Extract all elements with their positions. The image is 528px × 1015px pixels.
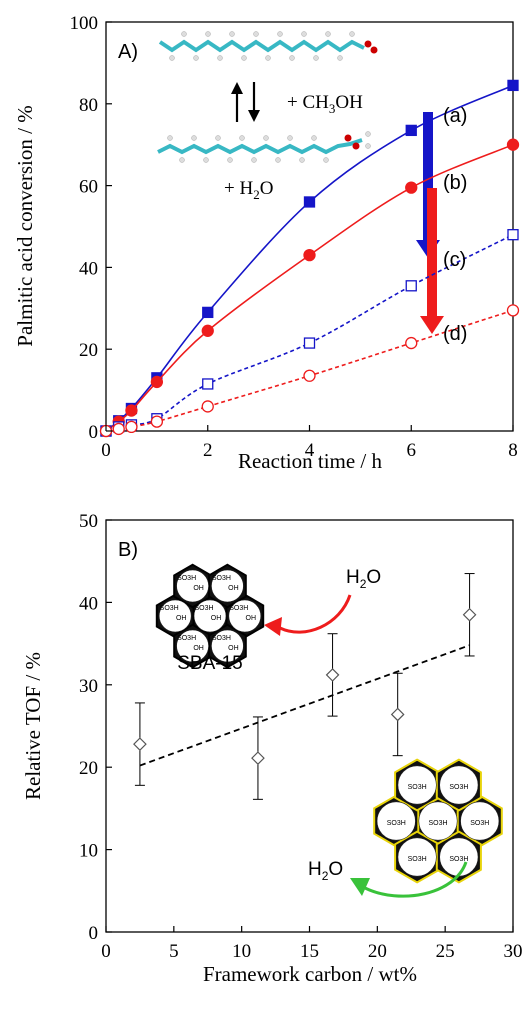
methanol-label: + CH3OH bbox=[287, 92, 363, 116]
data-point bbox=[304, 250, 315, 261]
series-label: (c) bbox=[443, 249, 466, 271]
panel-b-x-tick-label: 20 bbox=[368, 941, 387, 962]
sba-15-pore-structure-icon: SO3H OH SO3H OH SO3H OH SO3H OH SO3H OH SO3H OH SO3H… bbox=[157, 565, 263, 667]
panel-a-x-tick-label: 6 bbox=[407, 440, 417, 461]
data-point bbox=[113, 423, 124, 434]
panel-b-y-tick-label: 50 bbox=[79, 511, 98, 532]
panel-a-x-tick-label: 0 bbox=[101, 440, 111, 461]
functional-group-label: OH bbox=[228, 645, 239, 652]
panel-b-x-tick-label: 5 bbox=[169, 941, 179, 962]
panel-b-y-tick-label: 0 bbox=[89, 923, 99, 944]
series-label: (b) bbox=[443, 172, 467, 194]
functional-group-label: SO3H bbox=[194, 605, 213, 612]
data-point bbox=[406, 125, 416, 135]
panel-b-y-tick-label: 10 bbox=[79, 841, 98, 862]
functional-group-label: SO3H bbox=[408, 856, 427, 863]
data-point bbox=[202, 401, 213, 412]
data-point bbox=[134, 738, 146, 750]
data-point bbox=[406, 281, 416, 291]
data-point bbox=[464, 609, 476, 621]
functional-group-label: SO3H bbox=[229, 605, 248, 612]
functional-group-label: SO3H bbox=[177, 575, 196, 582]
panel-b-y-axis-label: Relative TOF / % bbox=[21, 652, 45, 800]
h2o-bottom-label: H2O bbox=[308, 859, 343, 883]
data-point bbox=[406, 338, 417, 349]
data-point bbox=[305, 338, 315, 348]
panel-a-y-tick-label: 60 bbox=[79, 177, 98, 198]
functional-group-label: SO3H bbox=[449, 784, 468, 791]
panel-b-x-tick-label: 15 bbox=[300, 941, 319, 962]
data-point bbox=[392, 708, 404, 720]
data-point bbox=[305, 197, 315, 207]
panel-a: A) + CH3OH + H2O bbox=[13, 13, 519, 473]
red-curved-arrow-icon bbox=[264, 595, 350, 636]
data-point bbox=[508, 80, 518, 90]
panel-b: B) SO3HOHSO3HOHSO3HOHSO3HOHSO3HOHSO3HOHS… bbox=[21, 511, 523, 986]
functional-group-label: SO3H bbox=[408, 784, 427, 791]
panel-b-y-tick-label: 20 bbox=[79, 758, 98, 779]
panel-b-x-tick-label: 25 bbox=[436, 941, 455, 962]
data-point bbox=[252, 752, 264, 764]
panel-b-y-tick-label: 30 bbox=[79, 676, 98, 697]
panel-a-label: A) bbox=[118, 41, 138, 63]
data-point bbox=[151, 416, 162, 427]
functional-group-label: SO3H bbox=[428, 820, 447, 827]
panel-b-x-tick-label: 30 bbox=[504, 941, 523, 962]
organosilica-pore-structure-icon: SO3H SO3H SO3H SO3H SO3H SO3H SO3H bbox=[374, 760, 502, 883]
equilibrium-arrows-icon bbox=[231, 82, 260, 122]
panel-a-y-tick-label: 20 bbox=[79, 340, 98, 361]
data-point bbox=[151, 376, 162, 387]
methyl-palmitate-molecule-icon bbox=[158, 132, 371, 163]
panel-b-label: B) bbox=[118, 539, 138, 561]
panel-a-x-tick-label: 2 bbox=[203, 440, 213, 461]
panel-b-x-tick-label: 0 bbox=[101, 941, 111, 962]
series-label: (d) bbox=[443, 323, 467, 345]
panel-a-y-tick-label: 100 bbox=[70, 13, 99, 34]
panel-a-y-tick-label: 0 bbox=[89, 422, 99, 443]
panel-b-x-axis-label: Framework carbon / wt% bbox=[203, 962, 417, 986]
functional-group-label: OH bbox=[176, 615, 187, 622]
functional-group-label: OH bbox=[246, 615, 257, 622]
palmitic-acid-molecule-icon bbox=[160, 32, 378, 61]
data-point bbox=[126, 421, 137, 432]
data-point bbox=[508, 230, 518, 240]
functional-group-label: SO3H bbox=[212, 635, 231, 642]
data-point bbox=[304, 370, 315, 381]
functional-group-label: OH bbox=[193, 645, 204, 652]
panel-a-y-axis-label: Palmitic acid conversion / % bbox=[13, 105, 37, 346]
functional-group-label: OH bbox=[193, 585, 204, 592]
data-point bbox=[327, 669, 339, 681]
panel-b-y-tick-label: 40 bbox=[79, 593, 98, 614]
series-label: (a) bbox=[443, 105, 467, 127]
data-point bbox=[406, 182, 417, 193]
panel-b-axes: 0 5 10 15 20 25 30 0 10 20 30 40 50 bbox=[79, 511, 523, 962]
panel-a-x-tick-label: 8 bbox=[508, 440, 518, 461]
sba-15-label: SBA-15 bbox=[177, 653, 242, 674]
data-point bbox=[203, 379, 213, 389]
data-point bbox=[508, 139, 519, 150]
functional-group-label: SO3H bbox=[212, 575, 231, 582]
data-point bbox=[508, 305, 519, 316]
data-point bbox=[203, 307, 213, 317]
panel-a-series-labels: (a) (b) (c) (d) bbox=[443, 105, 467, 345]
functional-group-label: SO3H bbox=[177, 635, 196, 642]
panel-a-y-tick-label: 80 bbox=[79, 95, 98, 116]
panel-a-x-axis-label: Reaction time / h bbox=[238, 449, 383, 473]
panel-b-x-tick-label: 10 bbox=[232, 941, 251, 962]
h2o-top-label: H2O bbox=[346, 567, 381, 591]
panel-a-y-tick-label: 40 bbox=[79, 258, 98, 279]
water-label: + H2O bbox=[224, 178, 273, 202]
functional-group-label: OH bbox=[211, 615, 222, 622]
functional-group-label: SO3H bbox=[160, 605, 179, 612]
data-point bbox=[126, 405, 137, 416]
data-point bbox=[202, 325, 213, 336]
functional-group-label: SO3H bbox=[387, 820, 406, 827]
functional-group-label: SO3H bbox=[470, 820, 489, 827]
functional-group-label: OH bbox=[228, 585, 239, 592]
